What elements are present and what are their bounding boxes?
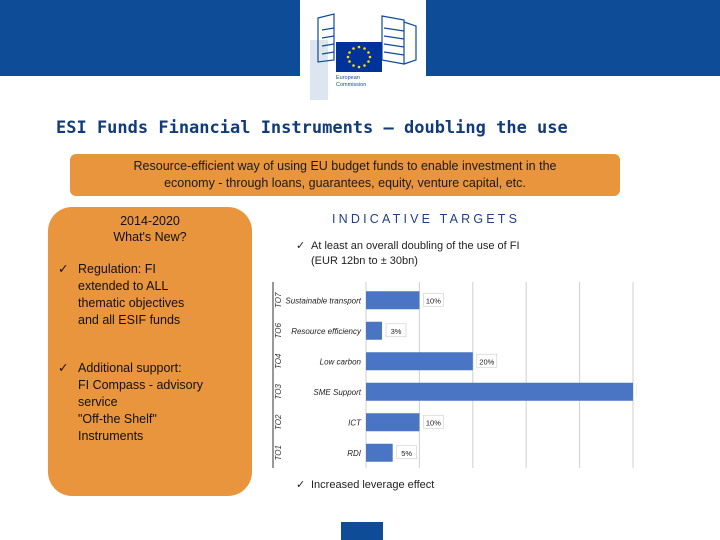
data-label-box	[423, 414, 444, 429]
logo-text: European Commission	[336, 75, 366, 89]
data-label-box	[396, 445, 417, 460]
data-label: 10%	[426, 296, 441, 305]
leverage-text: Increased leverage effect	[311, 479, 435, 491]
to-label: TO1	[274, 445, 283, 460]
data-label-box	[385, 323, 407, 338]
category-label: Sustainable transport	[285, 296, 361, 305]
period-label: 2014-2020	[120, 214, 180, 228]
data-label: 3%	[391, 327, 402, 336]
page-title: ESI Funds Financial Instruments – doubli…	[56, 118, 568, 138]
list-item: ✓ Additional support: FI Compass - advis…	[58, 360, 248, 445]
whats-new-heading: 2014-2020 What's New?	[48, 213, 252, 245]
category-label: ICT	[348, 418, 362, 427]
footer-block	[341, 522, 383, 540]
european-commission-logo: European Commission	[300, 0, 426, 102]
to-label: TO7	[274, 292, 283, 308]
whats-new-box: 2014-2020 What's New? ✓ Regulation: FI e…	[48, 207, 252, 496]
bar	[366, 413, 420, 432]
logo-line1: European	[336, 75, 360, 81]
support-text: Additional support: FI Compass - advisor…	[78, 361, 204, 443]
to-label: TO4	[274, 353, 283, 369]
data-label: 10%	[426, 418, 441, 427]
check-icon: ✓	[58, 262, 69, 276]
indicative-targets-title: INDICATIVE TARGETS	[332, 212, 521, 226]
banner-line1: Resource-efficient way of using EU budge…	[133, 159, 557, 173]
category-label: Resource efficiency	[291, 327, 362, 336]
list-item: ✓ Regulation: FI extended to ALL themati…	[58, 261, 248, 329]
data-label: 5%	[401, 449, 412, 458]
bar	[366, 443, 393, 462]
banner-line2: economy - through loans, guarantees, equ…	[164, 176, 526, 190]
category-label: Low carbon	[320, 357, 362, 366]
data-label-box	[476, 353, 498, 368]
doubling-text: At least an overall doubling of the use …	[311, 240, 520, 267]
regulation-text: Regulation: FI extended to ALL thematic …	[78, 262, 185, 327]
check-icon: ✓	[296, 240, 306, 252]
check-icon: ✓	[58, 361, 69, 375]
category-label: RDI	[347, 449, 362, 458]
bar	[366, 352, 473, 371]
list-item: ✓ Increased leverage effect	[296, 478, 496, 493]
whats-new-label: What's New?	[113, 230, 187, 244]
bar	[366, 291, 420, 310]
bar	[366, 321, 383, 340]
bar	[366, 382, 633, 401]
description-banner: Resource-efficient way of using EU budge…	[70, 154, 620, 196]
logo-line2: Commission	[336, 82, 367, 88]
data-label-box	[423, 292, 444, 307]
category-label: SME Support	[313, 388, 361, 397]
to-label: TO6	[274, 322, 283, 338]
list-item: ✓ At least an overall doubling of the us…	[296, 239, 556, 269]
commission-building-icon	[310, 13, 417, 100]
data-label: 20%	[479, 357, 494, 366]
to-label: TO3	[274, 383, 283, 399]
indicative-targets-chart: TO7 Sustainable transport 10% TO6 Resource e…	[272, 282, 637, 468]
to-label: TO2	[274, 414, 283, 430]
check-icon: ✓	[296, 479, 306, 491]
